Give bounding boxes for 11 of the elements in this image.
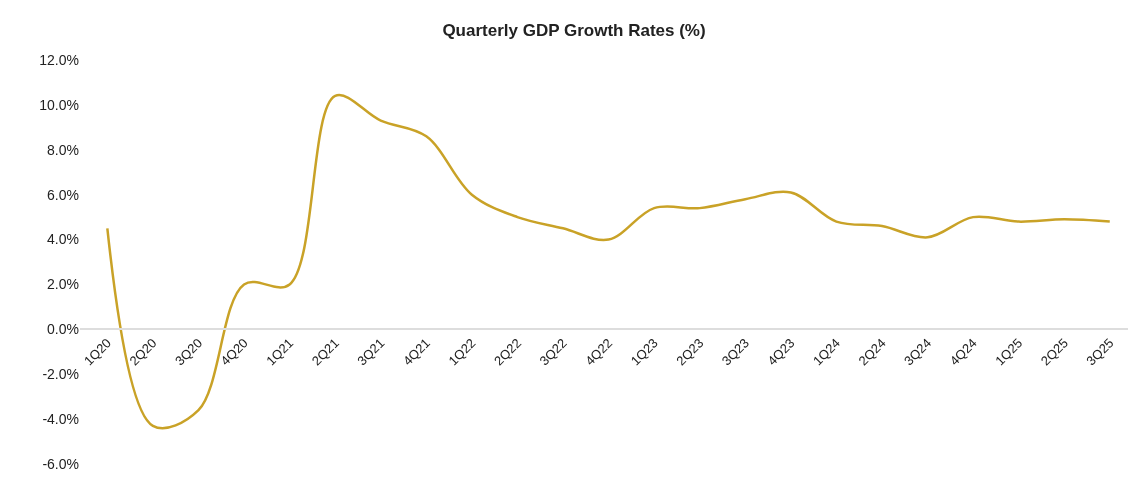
y-tick-label: 2.0%: [47, 276, 79, 293]
y-tick-label: 10.0%: [39, 96, 79, 113]
y-tick-label: 0.0%: [47, 321, 79, 338]
y-tick-label: -4.0%: [42, 411, 79, 428]
y-tick-label: -2.0%: [42, 366, 79, 383]
y-tick-label: 8.0%: [47, 141, 79, 158]
y-tick-label: 6.0%: [47, 186, 79, 203]
y-tick-label: -6.0%: [42, 455, 79, 472]
chart-title: Quarterly GDP Growth Rates (%): [442, 21, 706, 41]
y-tick-label: 4.0%: [47, 231, 79, 248]
y-tick-label: 12.0%: [39, 51, 79, 68]
